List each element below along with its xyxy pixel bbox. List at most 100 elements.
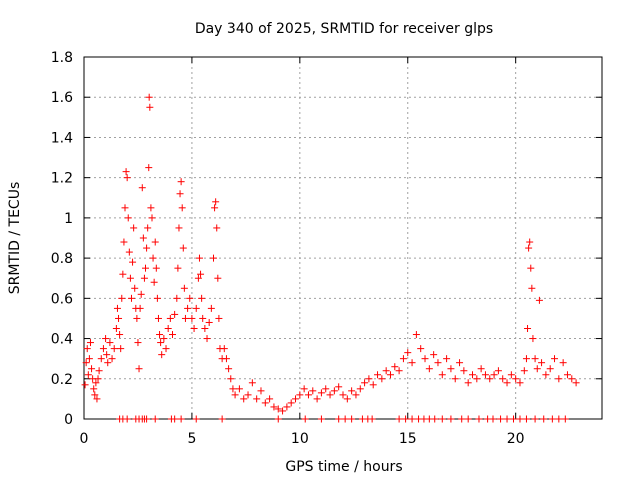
data-point — [121, 204, 129, 212]
data-point — [395, 367, 403, 375]
data-point — [213, 224, 221, 232]
data-point — [81, 381, 89, 389]
data-point — [175, 224, 183, 232]
data-point — [140, 274, 148, 282]
data-point — [88, 365, 96, 373]
y-tick-label: 1.4 — [51, 130, 73, 146]
data-point — [555, 375, 563, 383]
data-point — [195, 254, 203, 262]
data-point — [151, 238, 159, 246]
data-point — [481, 371, 489, 379]
data-point — [512, 375, 520, 383]
data-point — [528, 284, 536, 292]
data-point — [164, 325, 172, 332]
data-point — [279, 407, 287, 415]
data-point — [434, 359, 442, 367]
data-point — [133, 314, 141, 322]
data-point — [352, 391, 360, 399]
data-point — [304, 391, 312, 399]
y-tick-label: 0.8 — [51, 251, 73, 267]
data-point — [526, 238, 534, 246]
data-point — [171, 310, 179, 318]
data-point — [283, 403, 291, 411]
data-point — [85, 355, 93, 363]
data-point — [369, 381, 377, 389]
data-point — [108, 355, 116, 363]
data-point — [248, 379, 256, 387]
data-point — [180, 284, 188, 292]
data-point — [524, 325, 532, 332]
data-point — [104, 359, 112, 367]
data-point — [522, 355, 530, 363]
data-point — [198, 294, 206, 302]
data-point — [438, 415, 446, 423]
data-point — [464, 379, 472, 387]
data-point — [503, 379, 511, 387]
x-tick-label: 5 — [187, 431, 196, 447]
data-point — [184, 304, 192, 312]
data-point — [525, 244, 533, 252]
chart-title: Day 340 of 2025, SRMTID for receiver glp… — [195, 21, 493, 37]
data-point — [197, 270, 205, 278]
data-point — [113, 304, 121, 312]
data-point — [561, 415, 569, 423]
data-point — [150, 278, 158, 286]
x-axis-label: GPS time / hours — [285, 459, 402, 475]
data-point — [176, 190, 184, 198]
data-point — [103, 351, 111, 359]
data-point — [335, 383, 343, 391]
data-point — [190, 325, 198, 332]
data-point — [529, 335, 537, 343]
data-point — [173, 294, 181, 302]
x-tick-label: 20 — [507, 431, 525, 447]
data-point — [348, 415, 356, 423]
data-point — [503, 415, 511, 423]
data-point — [270, 403, 278, 411]
data-point — [142, 264, 150, 272]
data-point — [115, 314, 123, 322]
data-point — [218, 415, 226, 423]
data-point — [174, 264, 182, 272]
data-point — [139, 234, 147, 242]
data-point — [538, 359, 546, 367]
data-point — [147, 204, 155, 212]
data-point — [456, 359, 464, 367]
data-point — [551, 355, 559, 363]
data-point — [231, 391, 239, 399]
data-point — [84, 371, 92, 379]
data-point — [207, 304, 215, 312]
data-point — [146, 103, 154, 111]
data-point — [266, 395, 274, 403]
gridlines — [84, 57, 602, 419]
data-point — [322, 385, 330, 393]
data-point — [194, 274, 202, 282]
data-point — [86, 339, 94, 347]
data-point — [124, 214, 132, 222]
data-point — [130, 224, 138, 232]
data-point — [548, 415, 556, 423]
data-point — [540, 415, 548, 423]
data-point — [497, 415, 505, 423]
data-point — [421, 355, 429, 363]
data-point — [235, 385, 243, 393]
data-point — [112, 325, 120, 332]
data-point — [330, 387, 338, 395]
y-tick-label: 1.6 — [51, 90, 73, 106]
data-point — [119, 270, 127, 278]
data-point — [348, 387, 356, 395]
data-point — [447, 365, 455, 373]
data-point — [215, 314, 223, 322]
data-point — [138, 184, 146, 192]
data-point — [477, 365, 485, 373]
data-point — [313, 395, 321, 403]
data-point — [490, 371, 498, 379]
data-point — [475, 415, 483, 423]
data-point — [178, 204, 186, 212]
plot-frame — [83, 56, 603, 420]
data-point — [326, 391, 334, 399]
data-point — [148, 214, 156, 222]
data-point — [378, 375, 386, 383]
data-point — [129, 258, 137, 266]
data-point — [99, 345, 107, 353]
data-point — [408, 359, 416, 367]
